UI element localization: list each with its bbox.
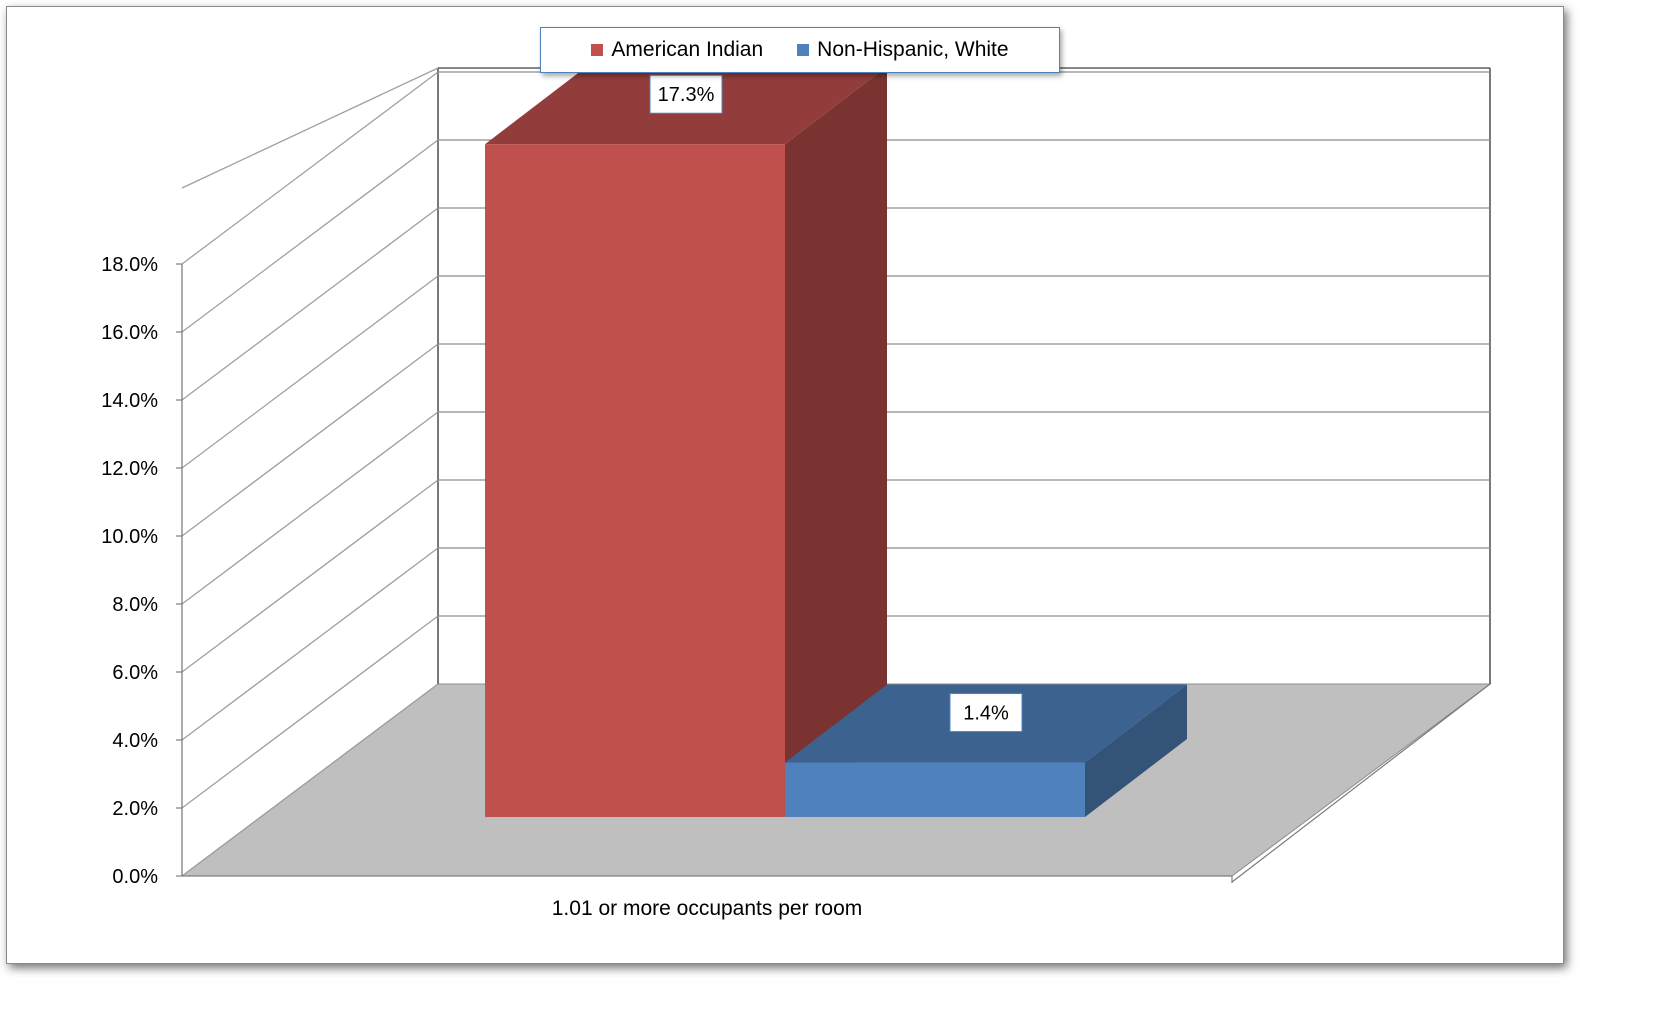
bar-american-indian [485,66,887,817]
legend-item-non-hispanic-white: Non-Hispanic, White [797,38,1009,62]
data-label-box [649,74,723,114]
legend-label-american-indian: American Indian [611,38,764,61]
chart-plot: 0.0% 2.0% 4.0% 6.0% 8.0% 10.0% 12.0% 14.0% 16.0%… [101,66,1492,920]
data-label: 17.3% [658,84,715,106]
bar-side-face [1085,684,1187,817]
bar-side-face [785,66,887,817]
legend-label-non-hispanic-white: Non-Hispanic, White [817,38,1009,61]
legend-swatch-american-indian [591,44,604,56]
gridline-side [181,411,439,605]
y-tick-label: 6.0% [112,662,158,684]
gridline-side [181,67,439,189]
gridline-side [181,71,439,265]
y-tick-label: 8.0% [112,594,158,616]
x-category-label: 1.01 or more occupants per room [552,897,863,920]
chart-frame: 0.0% 2.0% 4.0% 6.0% 8.0% 10.0% 12.0% 14.0% 16.0%… [6,6,1564,964]
gridline-side [181,275,439,469]
gridline-side [181,547,439,741]
y-tick-label: 12.0% [101,458,158,480]
data-label: 1.4% [963,703,1009,725]
bar-front-face [785,762,1085,817]
y-tick-label: 18.0% [101,254,158,276]
y-tick-label: 0.0% [112,866,158,888]
legend: American Indian Non-Hispanic, White [540,27,1060,73]
legend-item-american-indian: American Indian [591,38,763,62]
y-tick-label: 2.0% [112,798,158,820]
gridline-side [181,139,439,333]
y-tick-label: 10.0% [101,526,158,548]
data-label-box [949,693,1023,733]
gridline-side [181,615,439,809]
y-tick-label: 16.0% [101,322,158,344]
gridline-side [181,207,439,401]
gridline-side [181,343,439,537]
bar-front-face [485,144,785,817]
y-tick-label: 14.0% [101,390,158,412]
floor-right-edge [1231,683,1491,883]
y-tick-label: 4.0% [112,730,158,752]
gridline-side [181,479,439,673]
gridline-side [181,683,439,877]
legend-swatch-non-hispanic-white [797,44,810,56]
